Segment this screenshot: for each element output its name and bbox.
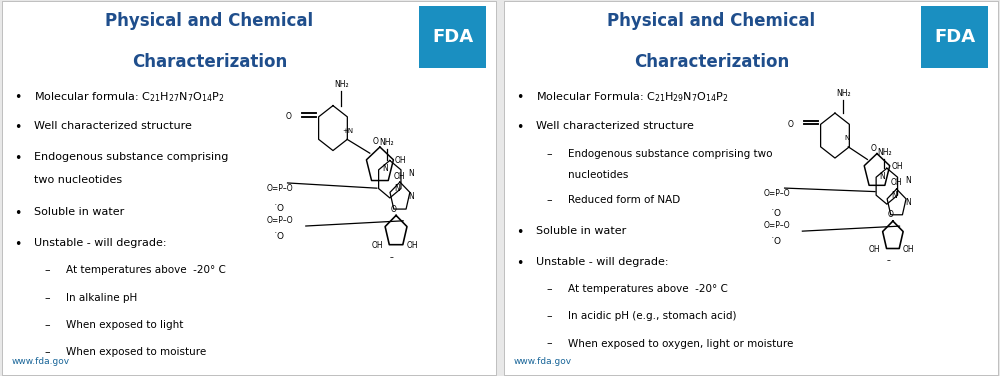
Text: ̇O: ̇O xyxy=(775,209,782,218)
Text: N: N xyxy=(844,135,849,141)
Text: Molecular Formula: $\mathregular{C_{21}H_{29}N_7O_{14}P_2}$: Molecular Formula: $\mathregular{C_{21}H… xyxy=(536,91,729,105)
Text: NH₂: NH₂ xyxy=(380,138,394,147)
Text: –: – xyxy=(546,195,552,205)
Text: Unstable - will degrade:: Unstable - will degrade: xyxy=(536,256,669,267)
Text: –: – xyxy=(546,149,552,159)
Text: •: • xyxy=(516,256,524,270)
Text: N: N xyxy=(409,169,414,178)
Text: •: • xyxy=(14,238,22,251)
Text: OH: OH xyxy=(903,245,914,254)
Text: Endogenous substance comprising two: Endogenous substance comprising two xyxy=(568,149,773,159)
Text: Physical and Chemical: Physical and Chemical xyxy=(607,12,816,30)
Text: Physical and Chemical: Physical and Chemical xyxy=(105,12,314,30)
Text: +N: +N xyxy=(342,128,353,134)
Text: •: • xyxy=(14,207,22,220)
Text: OH: OH xyxy=(371,241,383,250)
Text: O: O xyxy=(286,112,292,121)
Text: Molecular formula: $\mathregular{C_{21}H_{27}N_7O_{14}P_2}$: Molecular formula: $\mathregular{C_{21}H… xyxy=(34,91,224,105)
Text: ̇O: ̇O xyxy=(278,232,285,241)
Text: •: • xyxy=(14,121,22,134)
Text: Well characterized structure: Well characterized structure xyxy=(34,121,192,131)
Text: –: – xyxy=(546,311,552,321)
Text: O: O xyxy=(788,120,794,129)
FancyBboxPatch shape xyxy=(504,1,998,375)
Text: O: O xyxy=(390,205,396,214)
Text: www.fda.gov: www.fda.gov xyxy=(514,357,572,366)
Text: N: N xyxy=(891,191,897,200)
Text: NH₂: NH₂ xyxy=(877,148,892,157)
Text: •: • xyxy=(14,91,22,104)
Text: Characterization: Characterization xyxy=(132,53,287,71)
Text: At temperatures above  -20° C: At temperatures above -20° C xyxy=(66,265,226,275)
Text: •: • xyxy=(516,121,524,134)
Text: FDA: FDA xyxy=(934,28,975,46)
Text: NH₂: NH₂ xyxy=(836,89,851,98)
Text: At temperatures above  -20° C: At temperatures above -20° C xyxy=(568,284,728,294)
Text: OH: OH xyxy=(890,178,902,187)
Text: –: – xyxy=(44,320,50,330)
Text: O=P–O: O=P–O xyxy=(266,184,293,193)
Text: O: O xyxy=(870,144,876,153)
Text: Characterization: Characterization xyxy=(634,53,789,71)
FancyBboxPatch shape xyxy=(419,6,486,68)
Text: O=P–O: O=P–O xyxy=(266,216,293,225)
Text: N: N xyxy=(409,191,414,200)
Text: –: – xyxy=(546,338,552,349)
Text: OH: OH xyxy=(869,245,880,254)
Text: Well characterized structure: Well characterized structure xyxy=(536,121,694,131)
Text: Endogenous substance comprising: Endogenous substance comprising xyxy=(34,152,228,162)
Text: NH₂: NH₂ xyxy=(334,80,349,89)
Text: www.fda.gov: www.fda.gov xyxy=(12,357,70,366)
Text: ̇O: ̇O xyxy=(278,203,285,212)
FancyBboxPatch shape xyxy=(921,6,988,68)
Text: ̇O: ̇O xyxy=(775,237,782,246)
Text: nucleotides: nucleotides xyxy=(568,170,629,180)
Text: –: – xyxy=(546,284,552,294)
Text: N: N xyxy=(905,176,911,185)
Text: Reduced form of NAD: Reduced form of NAD xyxy=(568,195,680,205)
Text: Soluble in water: Soluble in water xyxy=(34,207,124,217)
Text: When exposed to moisture: When exposed to moisture xyxy=(66,347,206,357)
Text: N: N xyxy=(905,198,911,207)
Text: O=P–O: O=P–O xyxy=(763,189,790,198)
Text: In alkaline pH: In alkaline pH xyxy=(66,293,137,303)
Text: –: – xyxy=(44,293,50,303)
Text: When exposed to oxygen, light or moisture: When exposed to oxygen, light or moistur… xyxy=(568,338,794,349)
Text: Unstable - will degrade:: Unstable - will degrade: xyxy=(34,238,167,248)
Text: N: N xyxy=(394,184,400,193)
Text: FDA: FDA xyxy=(432,28,473,46)
Text: OH: OH xyxy=(891,162,903,171)
Text: Soluble in water: Soluble in water xyxy=(536,226,626,236)
Text: When exposed to light: When exposed to light xyxy=(66,320,184,330)
Text: O=P–O: O=P–O xyxy=(763,221,790,230)
Text: OH: OH xyxy=(395,156,407,165)
Text: OH: OH xyxy=(394,172,406,181)
Text: –: – xyxy=(887,256,891,265)
Text: •: • xyxy=(516,91,524,104)
Text: OH: OH xyxy=(407,241,418,250)
Text: –: – xyxy=(44,265,50,275)
Text: two nucleotides: two nucleotides xyxy=(34,175,122,185)
Text: O: O xyxy=(887,211,893,219)
Text: N: N xyxy=(382,164,388,173)
FancyBboxPatch shape xyxy=(2,1,496,375)
Text: •: • xyxy=(14,152,22,165)
Text: N: N xyxy=(880,172,885,181)
Text: •: • xyxy=(516,226,524,239)
Text: O: O xyxy=(373,137,379,146)
Text: In acidic pH (e.g., stomach acid): In acidic pH (e.g., stomach acid) xyxy=(568,311,737,321)
Text: –: – xyxy=(390,253,394,262)
Text: –: – xyxy=(44,347,50,357)
